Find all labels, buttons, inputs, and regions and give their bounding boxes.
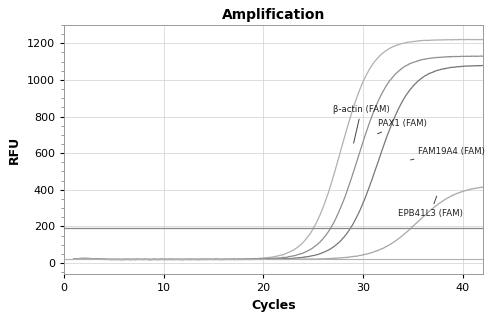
Title: Amplification: Amplification — [222, 8, 325, 22]
Text: PAX1 (FAM): PAX1 (FAM) — [377, 119, 427, 134]
Text: FAM19A4 (FAM): FAM19A4 (FAM) — [410, 147, 485, 160]
Text: EPB41L3 (FAM): EPB41L3 (FAM) — [398, 196, 463, 218]
X-axis label: Cycles: Cycles — [251, 299, 296, 312]
Text: β-actin (FAM): β-actin (FAM) — [333, 105, 390, 143]
Y-axis label: RFU: RFU — [8, 135, 21, 164]
